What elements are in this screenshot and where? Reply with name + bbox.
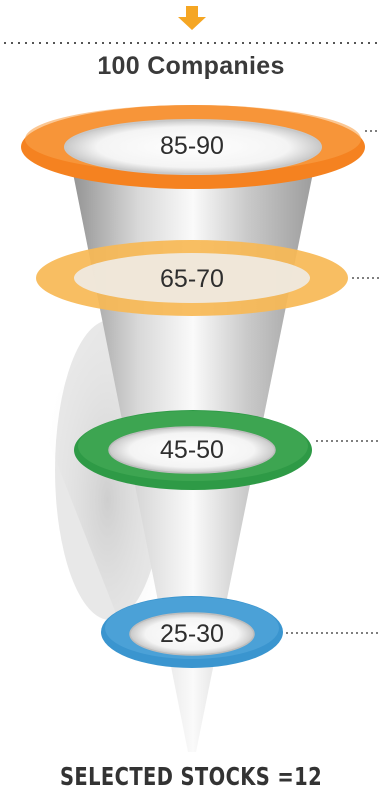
selected-stocks-footer: SELECTED STOCKS =12 bbox=[59, 762, 323, 791]
funnel-title: 100 Companies bbox=[97, 52, 285, 80]
ring-25-30 bbox=[101, 596, 380, 668]
stage-label-2: 65-70 bbox=[160, 265, 224, 293]
down-arrow-icon bbox=[178, 6, 206, 30]
stage-label-4: 25-30 bbox=[160, 620, 224, 648]
ring-85-90 bbox=[21, 105, 380, 189]
ring-65-70 bbox=[36, 240, 380, 316]
ring-45-50 bbox=[74, 410, 380, 490]
stage-label-3: 45-50 bbox=[160, 436, 224, 464]
stage-label-1: 85-90 bbox=[160, 132, 224, 160]
cone-shadow bbox=[40, 300, 175, 700]
